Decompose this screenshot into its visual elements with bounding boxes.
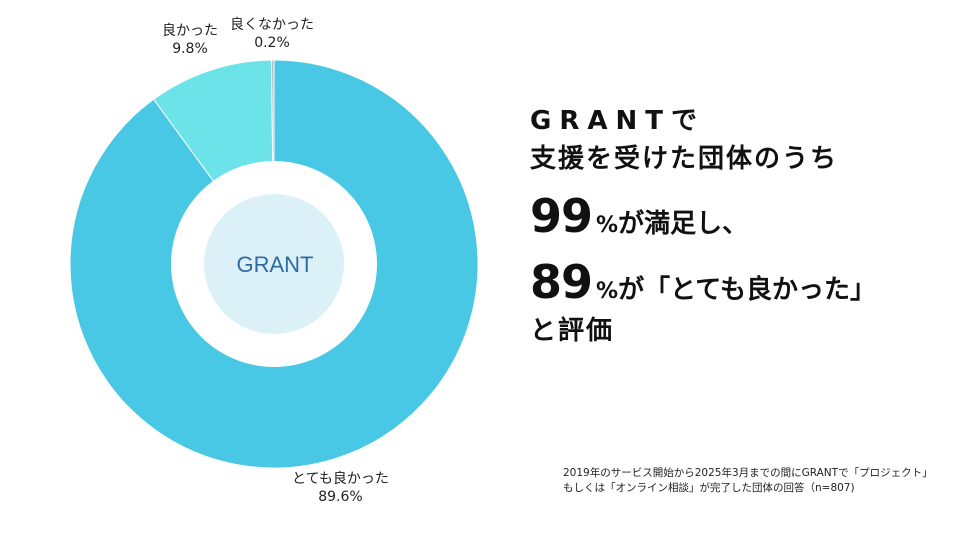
stat-text-99: が満足し、	[618, 209, 749, 239]
slice-label-very-good: とても良かった 89.6%	[292, 470, 389, 506]
slice-value-good: 9.8%	[172, 41, 208, 57]
stat-text-89: が「とても良かった」	[618, 275, 876, 305]
stat-unit-99: %	[596, 213, 619, 238]
stat-unit-89: %	[596, 279, 619, 304]
slice-category-very-good: とても良かった	[292, 471, 389, 487]
slice-label-good: 良かった 9.8%	[162, 22, 218, 58]
headline-line-2: 支援を受けた団体のうち	[530, 144, 839, 174]
headline-line-5: と評価	[530, 316, 615, 346]
slice-value-very-good: 89.6%	[318, 489, 363, 505]
stat-number-99: 99	[530, 189, 593, 243]
headline-line-1: GRANTで	[530, 106, 705, 136]
slice-not-good	[270, 59, 275, 265]
center-label: GRANT	[236, 252, 314, 277]
slice-label-not-good: 良くなかった 0.2%	[230, 16, 314, 52]
headline: GRANTで 支援を受けた団体のうち 99 %が満足し、 89 %が「とても良かった…	[530, 102, 876, 350]
stat-row-very-good: 89 %が「とても良かった」	[530, 259, 876, 312]
slice-category-good: 良かった	[162, 23, 218, 39]
footnote-line-1: 2019年のサービス開始から2025年3月までの間にGRANTで「プロジェクト」	[563, 467, 933, 479]
footnote-line-2: もしくは「オンライン相談」が完了した団体の回答（n=807)	[563, 482, 855, 494]
center-disc	[204, 194, 344, 334]
stat-number-89: 89	[530, 255, 593, 309]
footnote: 2019年のサービス開始から2025年3月までの間にGRANTで「プロジェクト」…	[563, 466, 933, 496]
slice-value-not-good: 0.2%	[254, 35, 290, 51]
donut-chart	[69, 59, 479, 469]
stat-row-satisfied: 99 %が満足し、	[530, 193, 876, 246]
slice-category-not-good: 良くなかった	[230, 17, 314, 33]
